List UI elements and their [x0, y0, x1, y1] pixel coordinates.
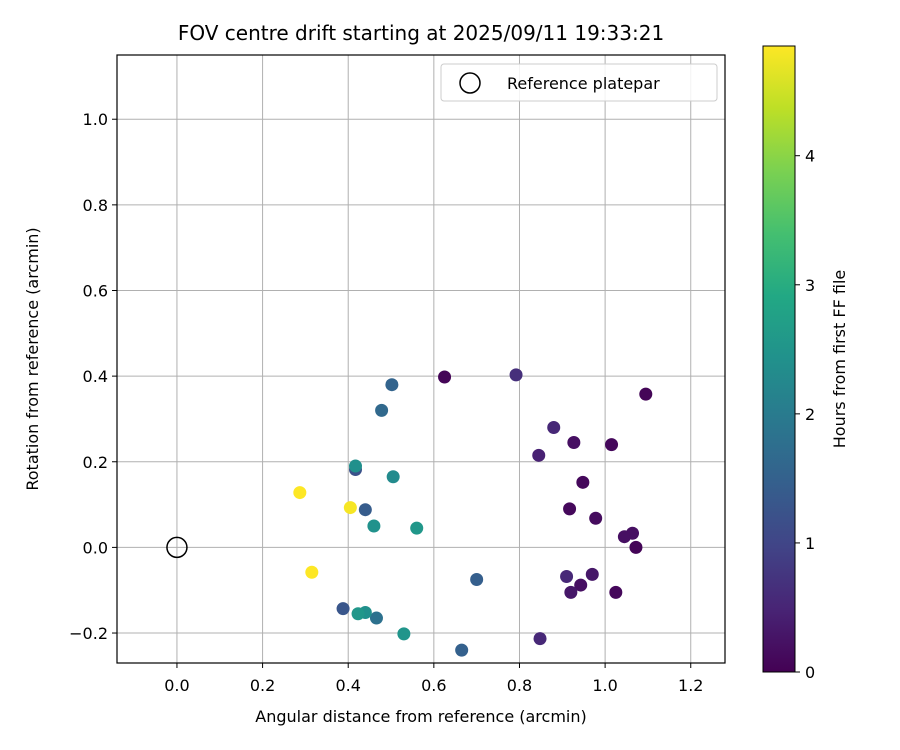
chart-title: FOV centre drift starting at 2025/09/11 … — [178, 21, 664, 45]
x-tick-label: 0.8 — [507, 676, 532, 695]
legend: Reference platepar — [440, 63, 718, 102]
grid-lines — [117, 55, 725, 663]
data-point — [605, 438, 619, 452]
data-point — [438, 370, 452, 384]
colorbar: 0 1 2 3 4 Hours from first FF file — [762, 45, 849, 682]
colorbar-label: Hours from first FF file — [830, 270, 849, 449]
x-tick-label: 0.4 — [335, 676, 360, 695]
data-point — [305, 565, 319, 579]
reference-marker — [166, 536, 188, 559]
data-point — [509, 368, 523, 382]
data-point — [576, 475, 590, 489]
legend-box — [440, 63, 718, 102]
x-tick-label: 1.2 — [678, 676, 703, 695]
data-point — [585, 567, 599, 581]
plot-frame — [116, 54, 726, 664]
data-point — [343, 501, 357, 515]
colorbar-ticks: 0 1 2 3 4 — [795, 147, 815, 682]
y-tick-label: 0.2 — [83, 453, 108, 472]
colorbar-tick-label: 0 — [805, 663, 815, 682]
y-axis-ticks: −0.2 0.0 0.2 0.4 0.6 0.8 1.0 — [69, 110, 117, 643]
data-point — [617, 530, 631, 544]
legend-entry-reference-platepar: Reference platepar — [507, 74, 660, 93]
colorbar-tick-label: 3 — [805, 276, 815, 295]
x-tick-label: 1.0 — [592, 676, 617, 695]
legend-marker-open-circle — [459, 72, 481, 94]
data-point — [293, 486, 307, 500]
data-point — [369, 611, 383, 625]
data-point — [560, 570, 574, 584]
y-tick-label: 0.6 — [83, 281, 108, 300]
data-point — [470, 573, 484, 587]
data-point — [336, 602, 350, 616]
data-point — [567, 435, 581, 449]
data-point — [563, 502, 577, 516]
data-point — [348, 459, 362, 473]
data-point — [533, 632, 547, 646]
data-point — [367, 519, 381, 533]
data-point — [639, 387, 653, 401]
y-tick-label: 1.0 — [83, 110, 108, 129]
data-point — [547, 421, 561, 435]
y-tick-label: 0.4 — [83, 367, 108, 386]
data-point — [397, 627, 411, 641]
x-axis-ticks: 0.0 0.2 0.4 0.6 0.8 1.0 1.2 — [164, 663, 703, 695]
colorbar-gradient — [762, 45, 796, 673]
data-point — [629, 540, 643, 554]
y-axis-label: Rotation from reference (arcmin) — [23, 227, 42, 490]
data-point — [609, 585, 623, 599]
colorbar-tick-label: 1 — [805, 534, 815, 553]
colorbar-tick-label: 4 — [805, 147, 815, 166]
data-point — [385, 378, 399, 392]
data-points — [293, 368, 653, 657]
y-tick-label: 0.0 — [83, 538, 108, 557]
data-point — [358, 503, 372, 517]
y-tick-label: 0.8 — [83, 196, 108, 215]
x-axis-label: Angular distance from reference (arcmin) — [255, 707, 586, 726]
x-tick-label: 0.6 — [421, 676, 446, 695]
data-point — [564, 585, 578, 599]
data-point — [589, 511, 603, 525]
data-point — [351, 607, 365, 621]
colorbar-tick-label: 2 — [805, 405, 815, 424]
data-point — [574, 578, 588, 592]
data-point — [375, 403, 389, 417]
y-tick-label: −0.2 — [69, 624, 108, 643]
data-point — [386, 470, 400, 484]
reference-platepar-marker — [166, 536, 188, 559]
data-point — [410, 521, 424, 535]
data-point — [455, 643, 469, 657]
x-tick-label: 0.2 — [250, 676, 275, 695]
x-tick-label: 0.0 — [164, 676, 189, 695]
data-point — [532, 448, 546, 462]
